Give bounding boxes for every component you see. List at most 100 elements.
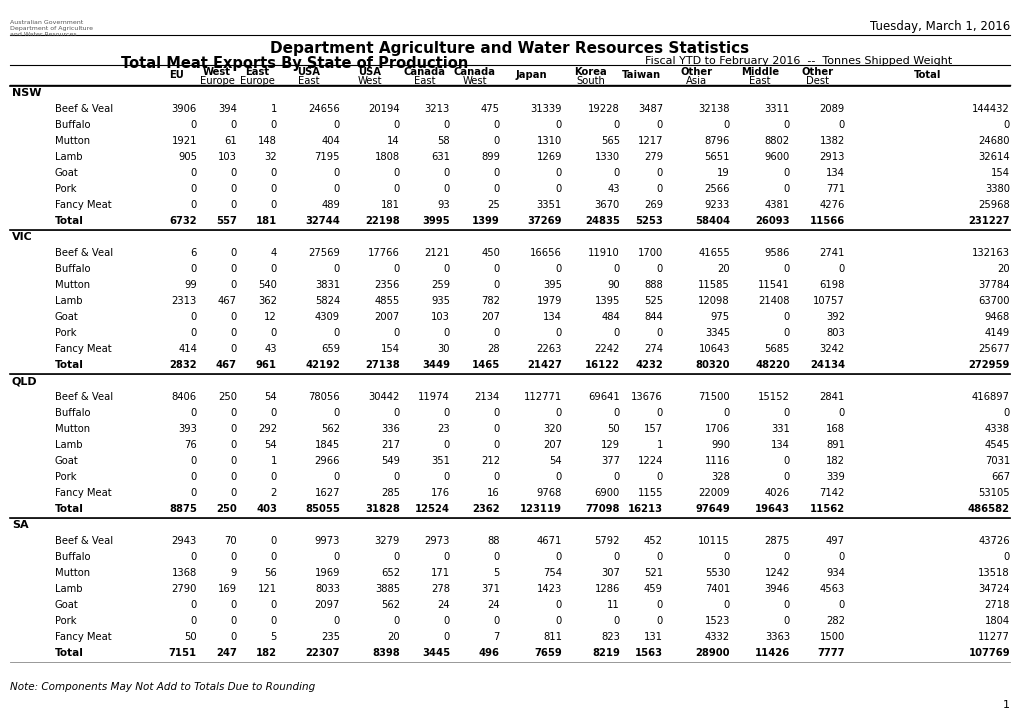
Text: 0: 0 <box>230 120 236 130</box>
Text: 80320: 80320 <box>695 360 730 370</box>
Text: 0: 0 <box>838 552 844 562</box>
Text: 377: 377 <box>600 456 620 466</box>
Text: 0: 0 <box>613 616 620 626</box>
Text: 37784: 37784 <box>977 280 1009 290</box>
Text: 77098: 77098 <box>585 504 620 514</box>
Text: Lamb: Lamb <box>55 296 83 306</box>
Text: 70: 70 <box>224 536 236 546</box>
Text: 285: 285 <box>381 488 399 498</box>
Text: 56: 56 <box>264 568 277 578</box>
Text: West: West <box>203 67 230 77</box>
Text: 0: 0 <box>230 248 236 258</box>
Text: Taiwan: Taiwan <box>622 70 660 80</box>
Text: 0: 0 <box>230 424 236 434</box>
Text: 1: 1 <box>1002 700 1009 710</box>
Text: 0: 0 <box>613 120 620 130</box>
Text: 782: 782 <box>481 296 499 306</box>
Text: 2718: 2718 <box>983 600 1009 610</box>
Text: 771: 771 <box>825 184 844 194</box>
Text: 24835: 24835 <box>585 216 620 226</box>
Text: 24656: 24656 <box>308 104 339 114</box>
Text: Lamb: Lamb <box>55 584 83 594</box>
Text: 4026: 4026 <box>764 488 790 498</box>
Text: Canada: Canada <box>453 67 495 77</box>
Text: 667: 667 <box>989 472 1009 482</box>
Text: 112771: 112771 <box>523 392 561 402</box>
Text: 0: 0 <box>333 616 339 626</box>
Text: 3242: 3242 <box>819 344 844 354</box>
Text: 4563: 4563 <box>819 584 844 594</box>
Text: 521: 521 <box>643 568 662 578</box>
Text: 811: 811 <box>542 632 561 642</box>
Text: 935: 935 <box>431 296 449 306</box>
Text: 905: 905 <box>178 152 197 162</box>
Text: 3311: 3311 <box>764 104 790 114</box>
Text: 1399: 1399 <box>472 216 499 226</box>
Text: 207: 207 <box>481 312 499 322</box>
Text: Beef & Veal: Beef & Veal <box>55 392 113 402</box>
Text: 0: 0 <box>230 488 236 498</box>
Text: 351: 351 <box>431 456 449 466</box>
Text: 169: 169 <box>218 584 236 594</box>
Text: 336: 336 <box>381 424 399 434</box>
Text: 0: 0 <box>230 312 236 322</box>
Text: 0: 0 <box>656 184 662 194</box>
Text: 6: 6 <box>191 248 197 258</box>
Text: 0: 0 <box>443 632 449 642</box>
Text: 2362: 2362 <box>472 504 499 514</box>
Text: 22307: 22307 <box>306 648 339 658</box>
Text: 5: 5 <box>493 568 499 578</box>
Text: 0: 0 <box>783 456 790 466</box>
Text: 12: 12 <box>264 312 277 322</box>
Text: 2790: 2790 <box>171 584 197 594</box>
Text: 961: 961 <box>256 360 277 370</box>
Text: 6198: 6198 <box>819 280 844 290</box>
Text: 3946: 3946 <box>764 584 790 594</box>
Text: 0: 0 <box>783 168 790 178</box>
Text: 0: 0 <box>191 200 197 210</box>
Text: Total: Total <box>55 216 84 226</box>
Text: 0: 0 <box>270 600 277 610</box>
Text: 32138: 32138 <box>698 104 730 114</box>
Text: Buffalo: Buffalo <box>55 552 91 562</box>
Text: 0: 0 <box>493 120 499 130</box>
Text: 0: 0 <box>443 440 449 450</box>
Text: 888: 888 <box>644 280 662 290</box>
Text: 0: 0 <box>656 408 662 418</box>
Text: 2973: 2973 <box>424 536 449 546</box>
Text: Lamb: Lamb <box>55 152 83 162</box>
Text: Beef & Veal: Beef & Veal <box>55 104 113 114</box>
Text: 0: 0 <box>270 408 277 418</box>
Text: 0: 0 <box>333 408 339 418</box>
Text: 0: 0 <box>230 408 236 418</box>
Text: 1286: 1286 <box>594 584 620 594</box>
Text: 0: 0 <box>191 472 197 482</box>
Text: 1500: 1500 <box>819 632 844 642</box>
Text: 2741: 2741 <box>819 248 844 258</box>
Text: 43: 43 <box>607 184 620 194</box>
Text: 2356: 2356 <box>374 280 399 290</box>
Text: 22198: 22198 <box>365 216 399 226</box>
Text: 2097: 2097 <box>314 600 339 610</box>
Text: 0: 0 <box>443 120 449 130</box>
Text: 0: 0 <box>443 472 449 482</box>
Text: 0: 0 <box>783 328 790 338</box>
Text: 0: 0 <box>613 168 620 178</box>
Text: 459: 459 <box>643 584 662 594</box>
Text: 157: 157 <box>643 424 662 434</box>
Text: 489: 489 <box>321 200 339 210</box>
Text: 0: 0 <box>493 184 499 194</box>
Text: 934: 934 <box>825 568 844 578</box>
Text: 2966: 2966 <box>314 456 339 466</box>
Text: 0: 0 <box>493 440 499 450</box>
Text: 231227: 231227 <box>968 216 1009 226</box>
Text: 99: 99 <box>184 280 197 290</box>
Text: 975: 975 <box>710 312 730 322</box>
Text: 2089: 2089 <box>819 104 844 114</box>
Text: 557: 557 <box>216 216 236 226</box>
Text: 0: 0 <box>333 120 339 130</box>
Text: 0: 0 <box>191 328 197 338</box>
Text: 0: 0 <box>1003 120 1009 130</box>
Text: 69641: 69641 <box>588 392 620 402</box>
Text: 8875: 8875 <box>169 504 197 514</box>
